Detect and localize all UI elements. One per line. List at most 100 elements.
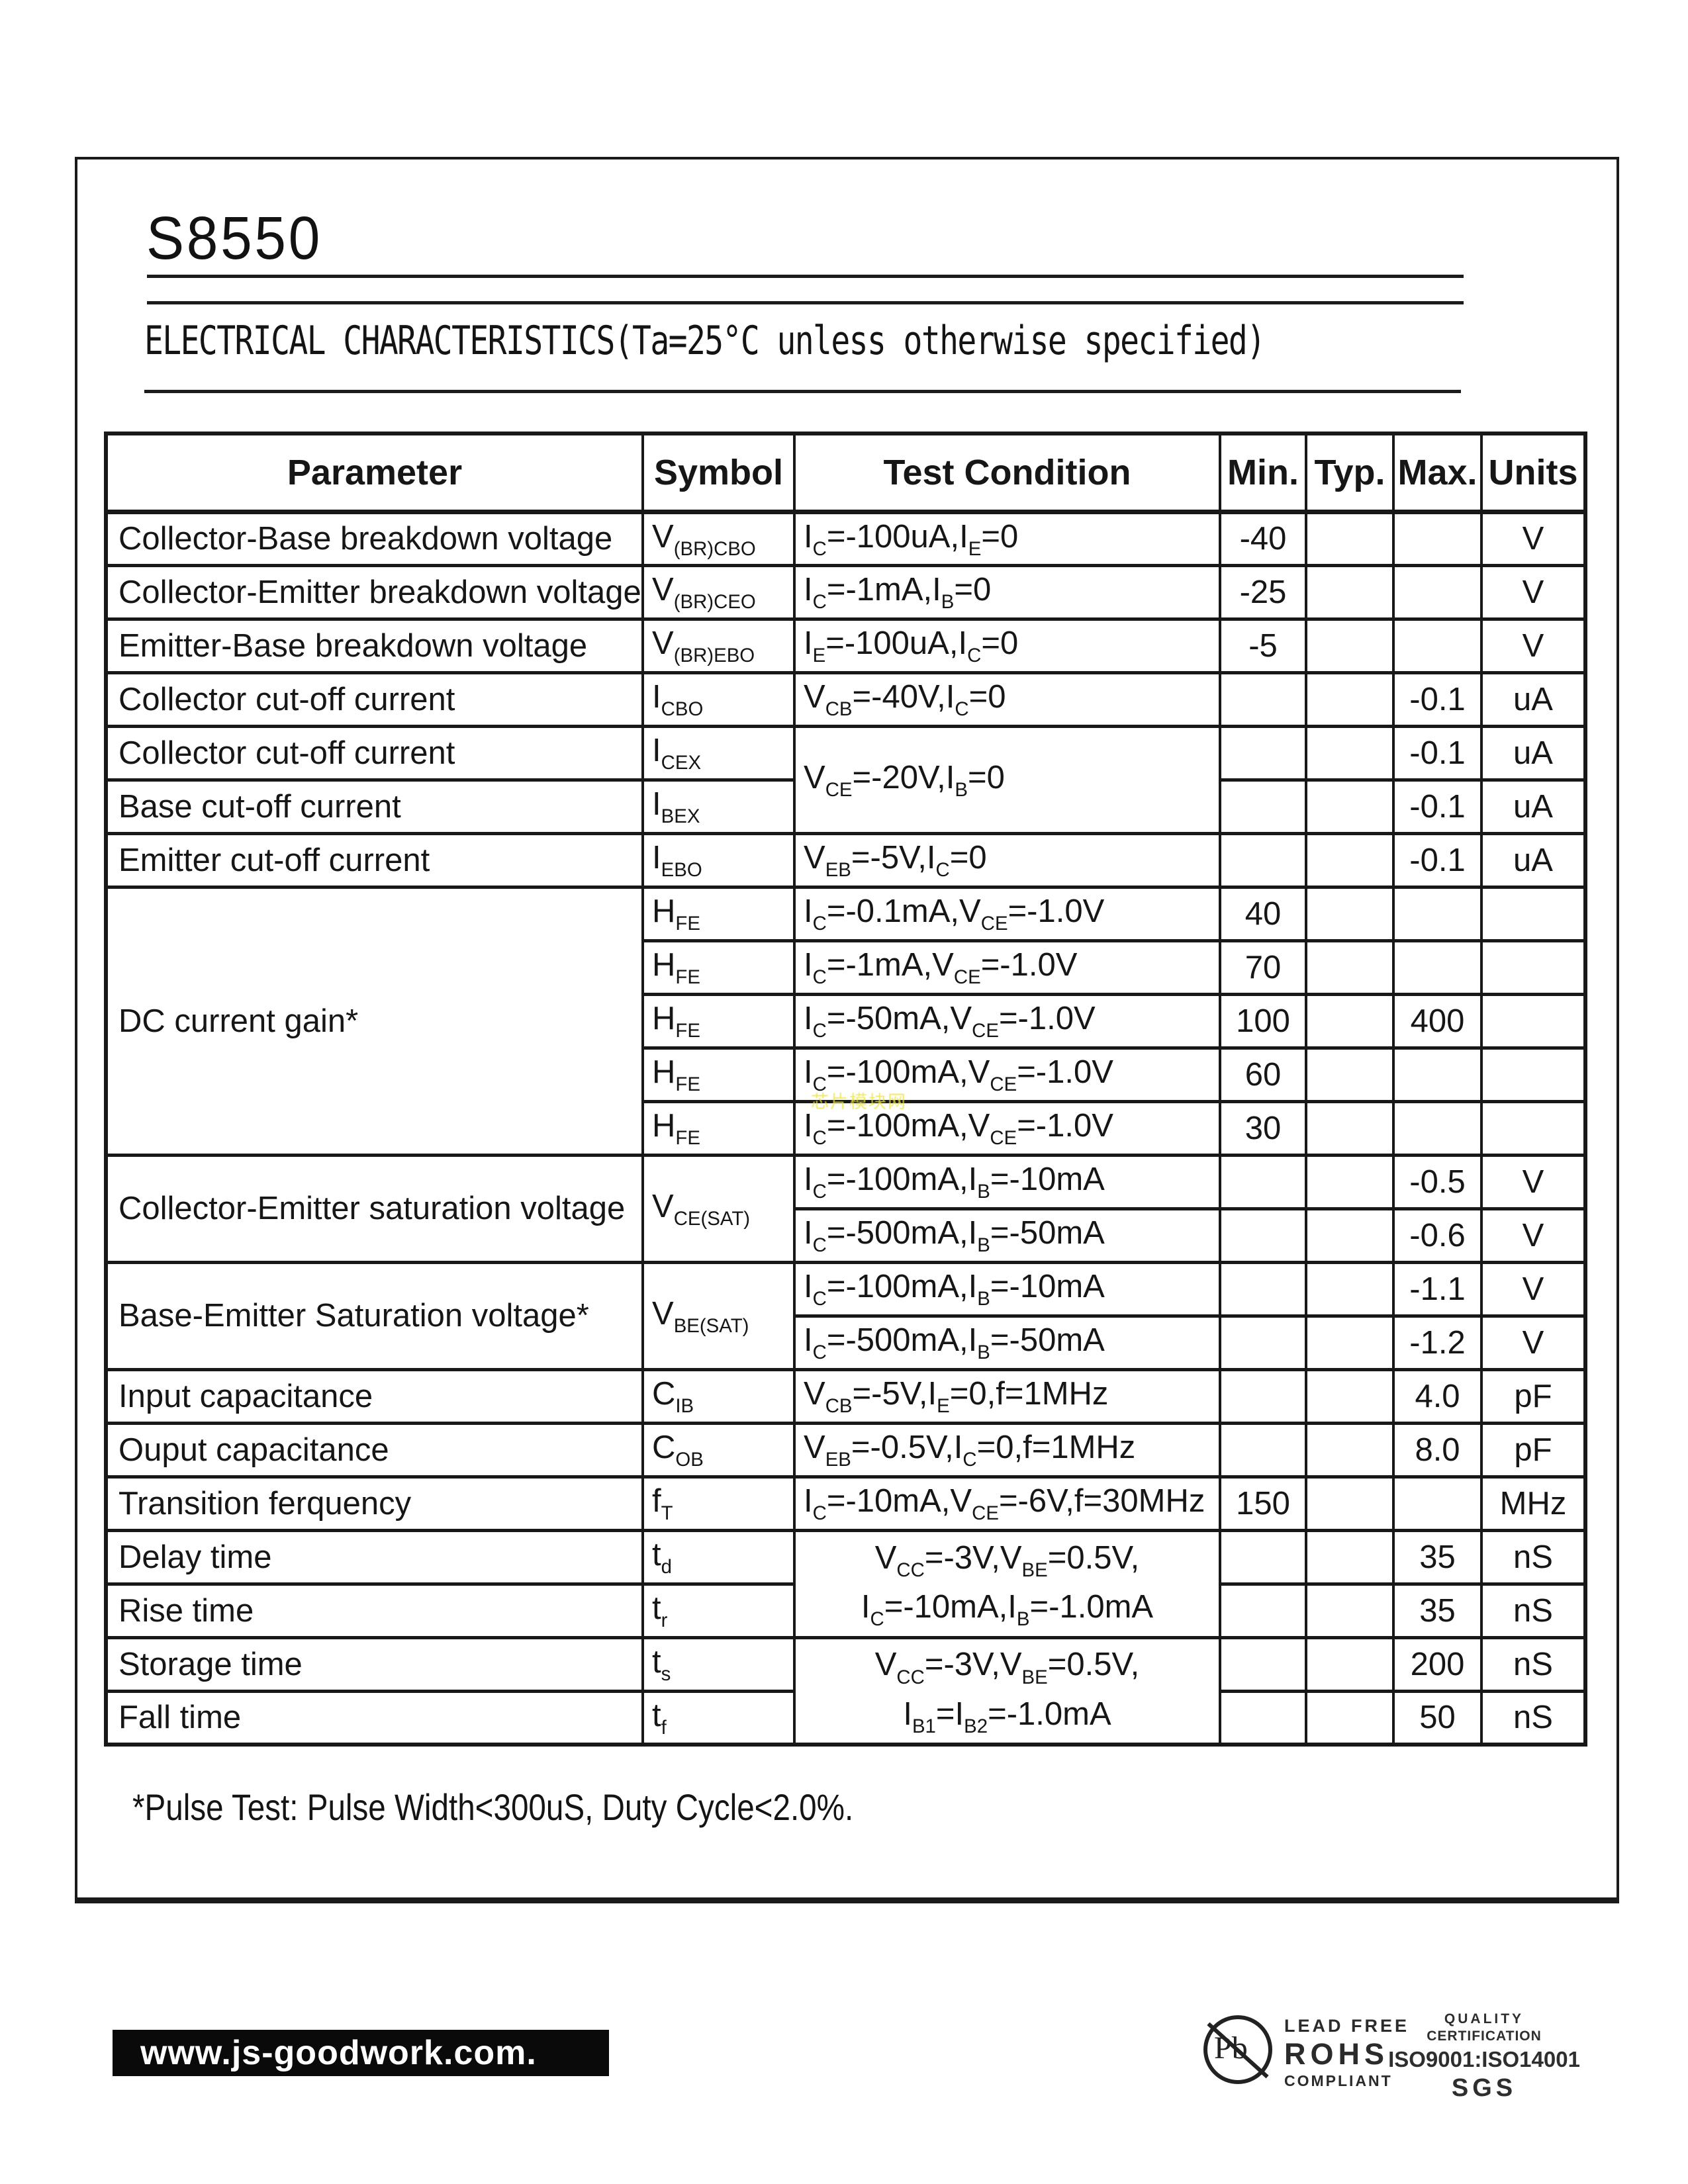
lead-free-label: LEAD FREE (1284, 2016, 1410, 2036)
value-cell (1305, 1689, 1395, 1747)
parameter-cell: Fall time (105, 1689, 644, 1747)
parameter-cell: Emitter cut-off current (105, 831, 644, 889)
units-cell: pF (1480, 1421, 1587, 1479)
condition-cell: IC=-50mA,VCE=-1.0V (793, 992, 1221, 1050)
condition-cell: IC=-10mA,VCE=-6V,f=30MHz (793, 1475, 1221, 1532)
value-cell (1305, 831, 1395, 889)
value-cell (1219, 670, 1307, 728)
value-cell (1305, 1421, 1395, 1479)
value-cell (1219, 1528, 1307, 1586)
header-test-condition: Test Condition (793, 432, 1221, 514)
table-row: Emitter cut-off current IEBO VEB=-5V,IC=0 -… (105, 831, 1587, 889)
table-row: Transition ferquency fT IC=-10mA,VCE=-6V,f… (105, 1475, 1587, 1532)
symbol-cell: ICEX (641, 724, 796, 782)
compliant-label: COMPLIANT (1284, 2072, 1393, 2089)
symbol-cell: fT (641, 1475, 796, 1532)
parameter-cell: Base-Emitter Saturation voltage* (105, 1260, 644, 1371)
units-cell: V (1480, 617, 1587, 674)
value-cell (1305, 563, 1395, 621)
table-header-row: Parameter Symbol Test Condition Min. Typ… (105, 432, 1587, 514)
units-cell: V (1480, 1260, 1587, 1318)
parameter-cell: Ouput capacitance (105, 1421, 644, 1479)
table-row: DC current gain* HFE IC=-0.1mA,VCE=-1.0V 40 (105, 885, 1587, 1157)
value-cell: 70 (1219, 938, 1307, 996)
units-cell: V (1480, 1314, 1587, 1371)
value-cell (1305, 1153, 1395, 1210)
value-cell (1392, 938, 1483, 996)
condition-cell: VEB=-0.5V,IC=0,f=1MHz (793, 1421, 1221, 1479)
table-row: Collector-Base breakdown voltage V(BR)CBO… (105, 510, 1587, 567)
value-cell (1392, 510, 1483, 567)
value-cell (1392, 1475, 1483, 1532)
value-cell: 50 (1392, 1689, 1483, 1747)
value-cell (1305, 1046, 1395, 1103)
symbol-cell: tr (641, 1582, 796, 1639)
value-cell (1392, 1046, 1483, 1103)
value-cell (1219, 831, 1307, 889)
header-symbol: Symbol (641, 432, 796, 514)
units-cell: uA (1480, 670, 1587, 728)
value-cell (1305, 1635, 1395, 1693)
value-cell (1219, 1367, 1307, 1425)
condition-cell: VCC=-3V,VBE=0.5V, IB1=IB2=-1.0mA (793, 1635, 1221, 1747)
condition-cell: IC=-1mA,IB=0 (793, 563, 1221, 621)
units-cell: V (1480, 510, 1587, 567)
page-border (75, 157, 1619, 1903)
units-cell: uA (1480, 724, 1587, 782)
sgs-label: SGS (1451, 2074, 1517, 2102)
value-cell (1219, 1206, 1307, 1264)
header-parameter: Parameter (105, 432, 644, 514)
symbol-cell: CIB (641, 1367, 796, 1425)
value-cell (1305, 885, 1395, 942)
table-row: IC=-500mA,IB=-50mA -0.6 V (106, 1206, 1587, 1264)
value-cell (1219, 1260, 1307, 1318)
units-cell: nS (1480, 1635, 1587, 1693)
parameter-cell: Rise time (105, 1582, 644, 1639)
table-row: Input capacitance CIB VCB=-5V,IE=0,f=1MHz 4… (105, 1367, 1587, 1425)
value-cell: -1.1 (1392, 1260, 1483, 1318)
value-cell (1305, 1475, 1395, 1532)
certification-label: CERTIFICATION (1427, 2028, 1542, 2044)
value-cell (1219, 1582, 1307, 1639)
value-cell (1305, 617, 1395, 674)
condition-cell: VCB=-40V,IC=0 (793, 670, 1221, 728)
value-cell: -0.5 (1392, 1153, 1483, 1210)
condition-cell: VEB=-5V,IC=0 (793, 831, 1221, 889)
symbol-cell: HFE (641, 992, 796, 1050)
value-cell (1392, 617, 1483, 674)
table-row: Collector-Emitter saturation voltage VCE(… (105, 1153, 1587, 1264)
value-cell: -0.6 (1392, 1206, 1483, 1264)
quality-label: QUALITY (1444, 2011, 1524, 2026)
value-cell (1305, 992, 1395, 1050)
page-title: S8550 (146, 205, 323, 272)
value-cell: -40 (1219, 510, 1307, 567)
value-cell (1305, 1206, 1395, 1264)
table-row: Ouput capacitance COB VEB=-0.5V,IC=0,f=1MH… (105, 1421, 1587, 1479)
iso-label: ISO9001:ISO14001 (1388, 2047, 1580, 2071)
header-min: Min. (1219, 432, 1307, 514)
value-cell: 40 (1219, 885, 1307, 942)
value-cell: -25 (1219, 563, 1307, 621)
table-row: HFE IC=-50mA,VCE=-1.0V 100 400 (106, 992, 1587, 1050)
value-cell (1219, 778, 1307, 835)
table-row: IC=-500mA,IB=-50mA -1.2 V (106, 1314, 1587, 1371)
condition-cell: IC=-0.1mA,VCE=-1.0V (793, 885, 1221, 942)
value-cell: 60 (1219, 1046, 1307, 1103)
value-cell: -5 (1219, 617, 1307, 674)
condition-cell: IC=-100uA,IE=0 (793, 510, 1221, 567)
table-row: Collector cut-off current ICBO VCB=-40V,IC… (105, 670, 1587, 728)
lead-free-pb-icon: Pb (1203, 2015, 1272, 2084)
watermark-text: 芯片模块网 (811, 1092, 907, 1112)
value-cell (1219, 1689, 1307, 1747)
parameter-cell: Input capacitance (105, 1367, 644, 1425)
website-banner: www.js-goodwork.com. (113, 2030, 609, 2076)
value-cell (1392, 885, 1483, 942)
pulse-test-note: *Pulse Test: Pulse Width<300uS, Duty Cyc… (132, 1786, 854, 1828)
symbol-cell: COB (641, 1421, 796, 1479)
condition-cell: VCE=-20V,IB=0 (793, 724, 1221, 835)
table-row: HFE IC=-1mA,VCE=-1.0V 70 (106, 938, 1587, 996)
value-cell: 30 (1219, 1099, 1307, 1157)
value-cell: -0.1 (1392, 724, 1483, 782)
parameter-cell: Collector-Base breakdown voltage (105, 510, 644, 567)
section-title: ELECTRICAL CHARACTERISTICS(Ta=25°C unles… (144, 318, 1266, 364)
